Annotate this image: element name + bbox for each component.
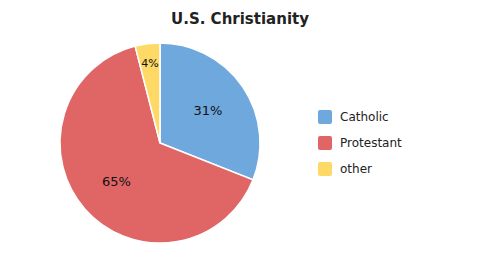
legend-entry: Catholic — [340, 110, 389, 124]
data-label: 4% — [141, 57, 158, 70]
legend-entry: other — [340, 162, 372, 176]
legend-swatch — [318, 136, 332, 150]
data-label: 65% — [102, 174, 131, 189]
chart-container: U.S. Christianity 31% 65% 4% Catholic Protest… — [0, 0, 480, 256]
background — [0, 0, 480, 256]
legend: Catholic Protestant other — [318, 110, 402, 176]
legend-swatch — [318, 162, 332, 176]
legend-entry: Protestant — [340, 136, 402, 150]
slices — [60, 43, 260, 243]
legend-swatch — [318, 110, 332, 124]
data-label: 31% — [194, 103, 223, 118]
chart: U.S. Christianity 31% 65% 4% Catholic Protest… — [0, 0, 480, 256]
pie-slice — [135, 43, 160, 143]
data-labels: 31% 65% 4% — [102, 57, 222, 189]
title: U.S. Christianity — [171, 10, 309, 28]
